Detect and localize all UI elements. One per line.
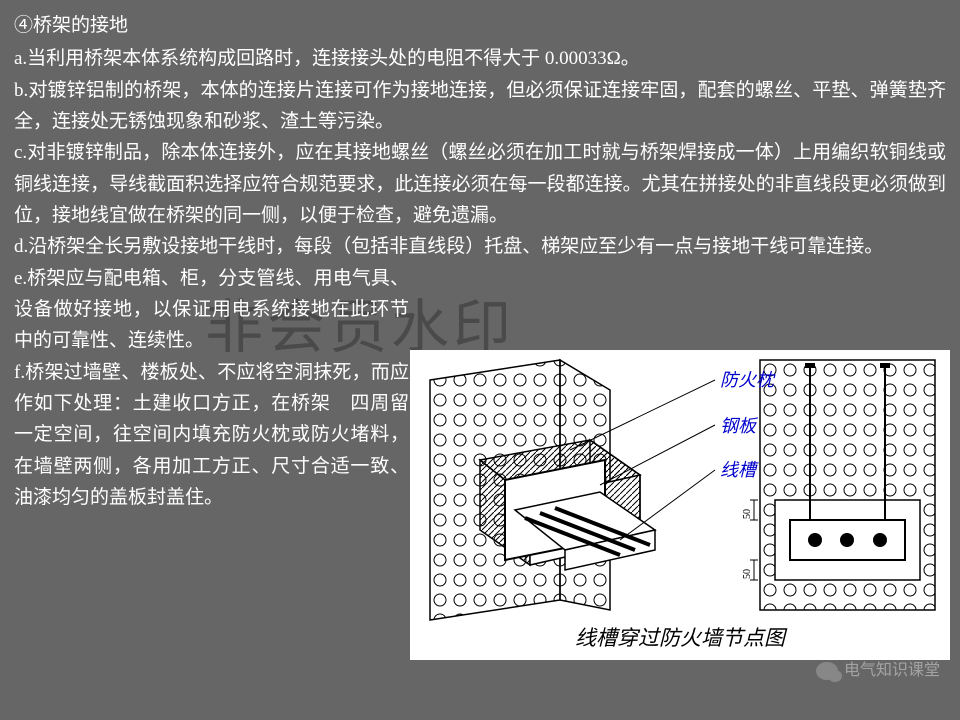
svg-text:50: 50	[742, 569, 753, 579]
item-a: a.当利用桥架本体系统构成回路时，连接接头处的电阻不得大于 0.00033Ω。	[14, 43, 946, 74]
section-title: ④桥架的接地	[14, 10, 946, 41]
item-c: c.对非镀锌制品，除本体连接外，应在其接地螺丝（螺丝必须在加工时就与桥架焊接成一…	[14, 137, 946, 231]
label-fire-pillow: 防火枕	[720, 366, 774, 392]
wall-penetration-diagram: 50 50 防火枕 钢板 线槽 线槽穿过防火墙节点图	[410, 350, 950, 660]
item-e: e.桥架应与配电箱、柜，分支管线、用电气具、设备做好接地，以保证用电系统接地在此…	[14, 263, 409, 357]
section-view: 50 50	[742, 360, 935, 610]
label-steel-plate: 钢板	[720, 412, 756, 438]
item-b: b.对镀锌铝制的桥架，本体的连接片连接可作为接地连接，但必须保证连接牢固，配套的…	[14, 75, 946, 138]
diagram-caption: 线槽穿过防火墙节点图	[410, 622, 950, 652]
item-f: f.桥架过墙壁、楼板处、不应将空洞抹死，而应作如下处理：土建收口方正，在桥架 四…	[14, 357, 409, 514]
label-wireway: 线槽	[720, 456, 756, 482]
source-watermark: 电气知识课堂	[816, 656, 940, 680]
item-d: d.沿桥架全长另敷设接地干线时，每段（包括非直线段）托盘、梯架应至少有一点与接地…	[14, 231, 946, 262]
svg-text:50: 50	[742, 509, 753, 519]
isometric-view	[430, 360, 715, 620]
wechat-icon	[816, 662, 838, 680]
